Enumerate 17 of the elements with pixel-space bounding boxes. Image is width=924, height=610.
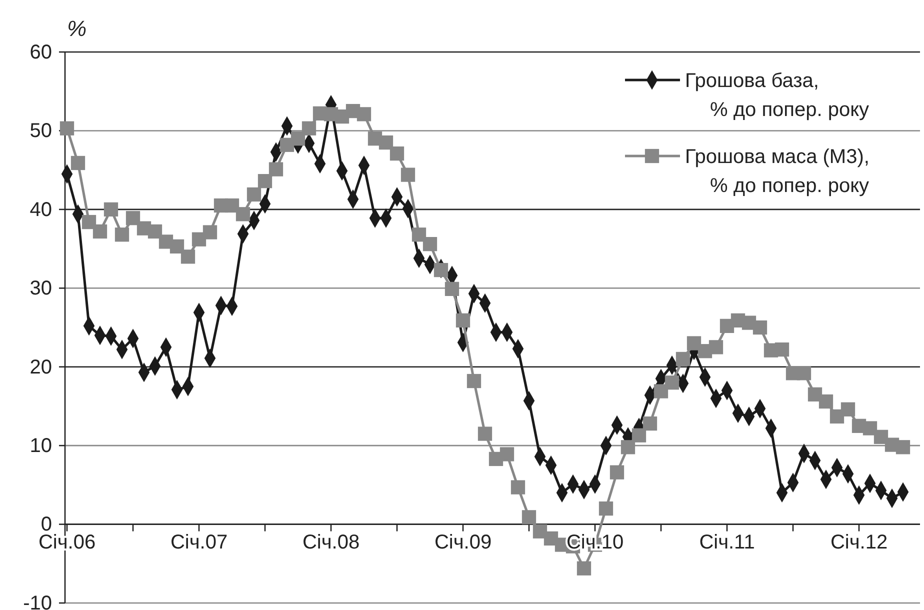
y-tick-label: 50 xyxy=(30,120,52,142)
x-tick-label: Січ.12 xyxy=(830,531,888,554)
x-tick-label: Січ.09 xyxy=(434,531,492,554)
y-tick-label: 20 xyxy=(30,356,52,378)
y-axis-title: % xyxy=(67,16,87,41)
y-tick-label: 30 xyxy=(30,278,52,300)
x-tick-label: Січ.07 xyxy=(170,531,228,554)
x-tick-label: Січ.08 xyxy=(302,531,360,554)
y-tick-label: 10 xyxy=(30,434,52,457)
y-tick-label: 40 xyxy=(30,198,52,221)
y-tick-label: -10 xyxy=(23,592,52,610)
legend-label: Грошова база, % до попер. року xyxy=(685,70,870,121)
y-tick-label: 60 xyxy=(30,41,52,64)
x-tick-label: Січ.10 xyxy=(566,531,624,554)
legend-label: Грошова маса (М3), % до попер. року xyxy=(685,146,870,197)
x-tick-label: Січ.11 xyxy=(699,531,755,554)
y-tick-label: 0 xyxy=(40,514,52,536)
